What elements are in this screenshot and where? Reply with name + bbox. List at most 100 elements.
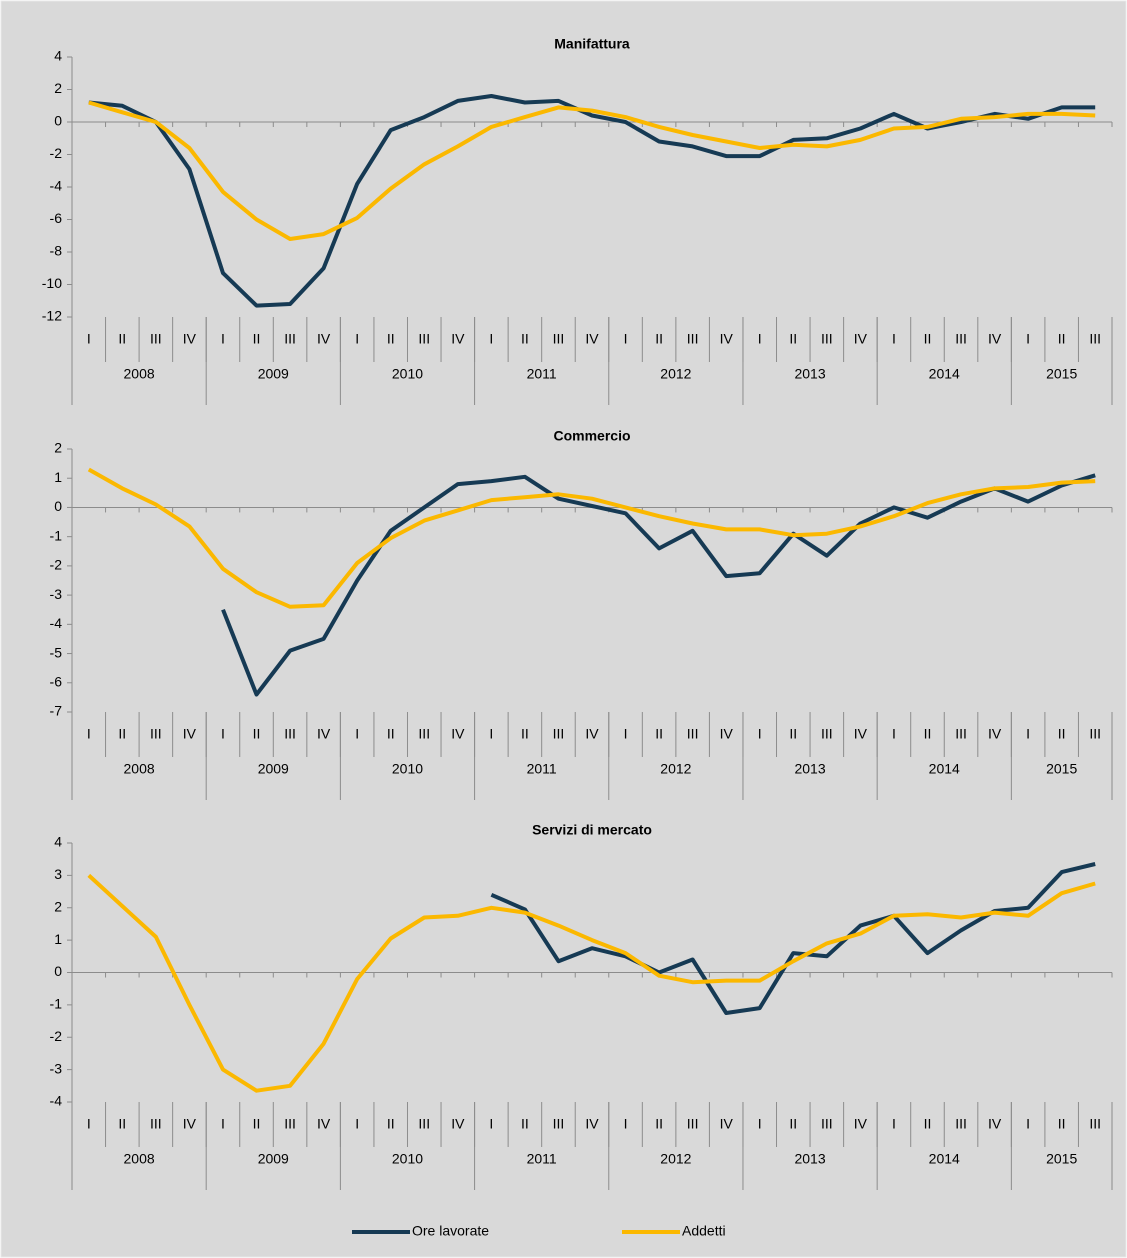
x-tick-label: III (553, 1116, 565, 1132)
y-tick-label: 0 (54, 963, 62, 979)
x-tick-label: II (253, 1116, 261, 1132)
x-tick-label: II (387, 331, 395, 347)
group-label: 2009 (258, 366, 289, 382)
x-tick-label: IV (988, 331, 1002, 347)
group-label: 2015 (1046, 1151, 1077, 1167)
x-tick-label: II (655, 1116, 663, 1132)
x-tick-label: I (1026, 1116, 1030, 1132)
group-label: 2013 (794, 366, 825, 382)
x-tick-label: III (821, 331, 833, 347)
x-tick-label: III (955, 331, 967, 347)
x-tick-label: III (284, 331, 296, 347)
x-tick-label: I (489, 1116, 493, 1132)
x-tick-label: II (655, 331, 663, 347)
series-line (221, 473, 1096, 697)
x-tick-label: IV (720, 331, 734, 347)
x-tick-label: IV (585, 1116, 599, 1132)
x-tick-label: II (789, 331, 797, 347)
y-tick-label: -4 (50, 178, 63, 194)
x-tick-label: III (150, 1116, 162, 1132)
x-tick-label: II (1058, 726, 1066, 742)
group-label: 2008 (124, 761, 155, 777)
y-tick-label: 2 (54, 898, 62, 914)
x-tick-label: III (955, 726, 967, 742)
y-tick-label: -2 (50, 1028, 63, 1044)
x-tick-label: II (924, 331, 932, 347)
x-tick-label: III (284, 1116, 296, 1132)
legend-label: Ore lavorate (412, 1223, 489, 1239)
y-tick-label: -6 (50, 673, 63, 689)
x-tick-label: II (253, 331, 261, 347)
x-tick-label: II (387, 1116, 395, 1132)
x-tick-label: III (1089, 331, 1101, 347)
x-tick-label: I (87, 331, 91, 347)
x-tick-label: IV (854, 726, 868, 742)
legend-label: Addetti (682, 1223, 726, 1239)
y-tick-label: 3 (54, 866, 62, 882)
group-label: 2011 (527, 761, 557, 777)
group-label: 2010 (392, 1151, 423, 1167)
group-label: 2009 (258, 1151, 289, 1167)
x-tick-label: II (924, 1116, 932, 1132)
x-tick-label: IV (183, 726, 197, 742)
x-tick-label: I (892, 726, 896, 742)
x-tick-label: III (150, 331, 162, 347)
x-tick-label: II (521, 726, 529, 742)
x-tick-label: I (624, 726, 628, 742)
x-tick-label: III (1089, 1116, 1101, 1132)
x-tick-label: I (892, 1116, 896, 1132)
x-tick-label: III (821, 726, 833, 742)
x-tick-label: III (687, 726, 699, 742)
group-label: 2014 (929, 366, 960, 382)
x-tick-label: IV (317, 331, 331, 347)
x-tick-label: I (758, 331, 762, 347)
y-tick-label: -6 (50, 210, 63, 226)
y-tick-label: -2 (50, 557, 63, 573)
x-tick-label: III (821, 1116, 833, 1132)
x-tick-label: III (418, 1116, 430, 1132)
x-tick-label: I (489, 726, 493, 742)
x-tick-label: IV (854, 1116, 868, 1132)
x-tick-label: I (87, 1116, 91, 1132)
x-tick-label: IV (451, 1116, 465, 1132)
group-label: 2010 (392, 761, 423, 777)
y-tick-label: 0 (54, 498, 62, 514)
y-tick-label: -1 (50, 996, 63, 1012)
x-tick-label: III (687, 1116, 699, 1132)
group-label: 2010 (392, 366, 423, 382)
y-tick-label: -3 (50, 1060, 63, 1076)
x-tick-label: IV (183, 331, 197, 347)
x-tick-label: I (221, 726, 225, 742)
x-tick-label: II (655, 726, 663, 742)
y-tick-label: 2 (54, 80, 62, 96)
group-label: 2013 (794, 761, 825, 777)
x-tick-label: I (87, 726, 91, 742)
x-tick-label: III (284, 726, 296, 742)
group-label: 2011 (527, 366, 557, 382)
x-tick-label: II (924, 726, 932, 742)
x-tick-label: I (1026, 726, 1030, 742)
x-tick-label: IV (183, 1116, 197, 1132)
chart-title: Servizi di mercato (532, 822, 652, 838)
x-tick-label: II (118, 1116, 126, 1132)
group-label: 2012 (660, 366, 691, 382)
x-tick-label: IV (585, 726, 599, 742)
group-label: 2012 (660, 1151, 691, 1167)
x-tick-label: I (624, 331, 628, 347)
group-label: 2011 (527, 1151, 557, 1167)
x-tick-label: II (521, 1116, 529, 1132)
x-tick-label: II (789, 726, 797, 742)
x-tick-label: I (758, 1116, 762, 1132)
y-tick-label: 2 (54, 440, 62, 456)
y-tick-label: 0 (54, 113, 62, 129)
x-tick-label: II (387, 726, 395, 742)
x-tick-label: IV (988, 726, 1002, 742)
y-tick-label: 4 (54, 834, 62, 850)
x-tick-label: III (1089, 726, 1101, 742)
x-tick-label: I (892, 331, 896, 347)
x-tick-label: III (150, 726, 162, 742)
x-tick-label: II (1058, 1116, 1066, 1132)
chart-title: Commercio (553, 428, 630, 444)
x-tick-label: IV (585, 331, 599, 347)
